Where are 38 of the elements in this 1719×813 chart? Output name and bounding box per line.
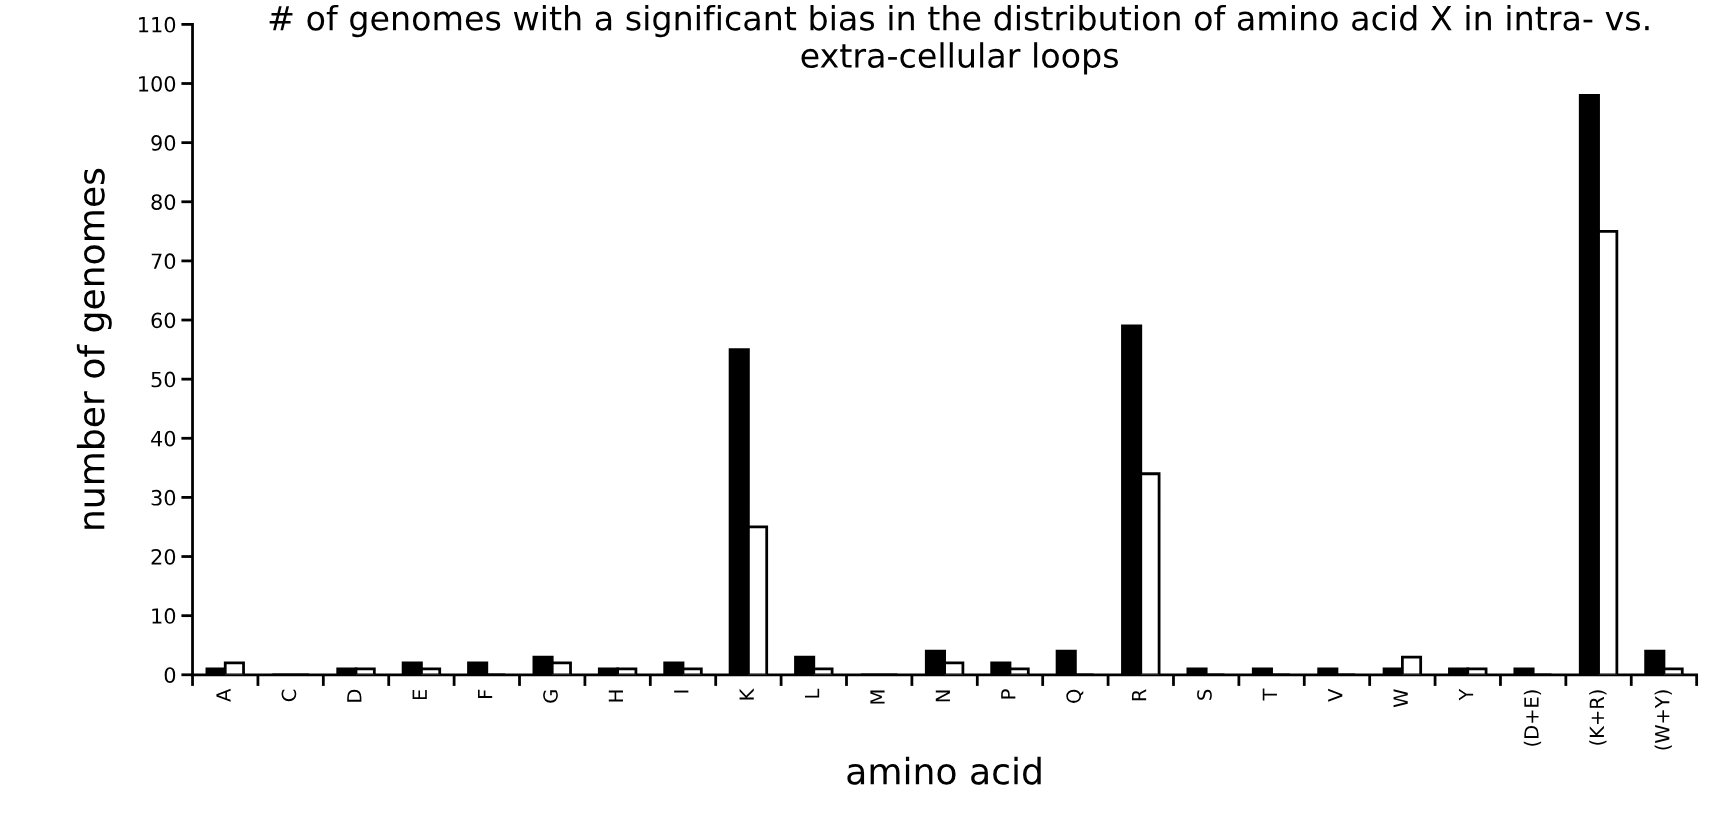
x-tick-label: I (674, 690, 689, 693)
y-tick-label: 70 (151, 253, 176, 270)
x-tick-label: (W+Y) (1654, 690, 1672, 750)
x-tick-label: V (1328, 688, 1343, 702)
y-tick-label: 20 (151, 548, 176, 565)
x-tick-label: S (1197, 689, 1212, 700)
x-tick-label: N (935, 690, 950, 702)
y-tick-label: 90 (151, 135, 176, 151)
y-tick-label: 0 (164, 667, 176, 683)
x-tick-label: (K+R) (1589, 690, 1607, 745)
y-axis-title: number of genomes (76, 168, 112, 529)
y-tick-label: 80 (151, 194, 176, 210)
x-tick-label: P (1001, 689, 1016, 699)
y-tick-label: 40 (151, 430, 176, 447)
x-tick-label: A (216, 688, 231, 702)
x-tick-label: D (347, 689, 362, 702)
x-tick-label: (D+E) (1523, 690, 1542, 746)
x-tick-label: L (804, 688, 820, 698)
x-tick-label: W (1393, 689, 1408, 708)
x-tick-label: F (478, 689, 493, 698)
x-tick-label: T (1262, 688, 1277, 701)
x-tick-label: Y (1458, 688, 1474, 701)
y-tick-label: 60 (151, 312, 176, 329)
x-tick-label: M (870, 690, 885, 704)
x-tick-label: H (608, 690, 623, 702)
y-tick-label: 50 (151, 371, 176, 388)
x-tick-label: K (739, 688, 754, 700)
x-tick-label: R (1131, 689, 1147, 701)
y-tick-label: 30 (151, 489, 176, 506)
x-axis-title: amino acid (847, 756, 1041, 785)
x-tick-label: Q (1066, 689, 1084, 703)
y-tick-label: 10 (152, 608, 176, 624)
x-tick-label: C (281, 689, 297, 702)
y-tick-label: 100 (139, 75, 176, 92)
chart-title: # of genomes with a significant bias in the distribution of amino acid X in intra- vs. extra-cellular loops (269, 4, 1649, 75)
y-tick-label: 110 (139, 16, 176, 33)
x-tick-label: E (412, 689, 427, 700)
x-tick-label: G (543, 690, 558, 703)
